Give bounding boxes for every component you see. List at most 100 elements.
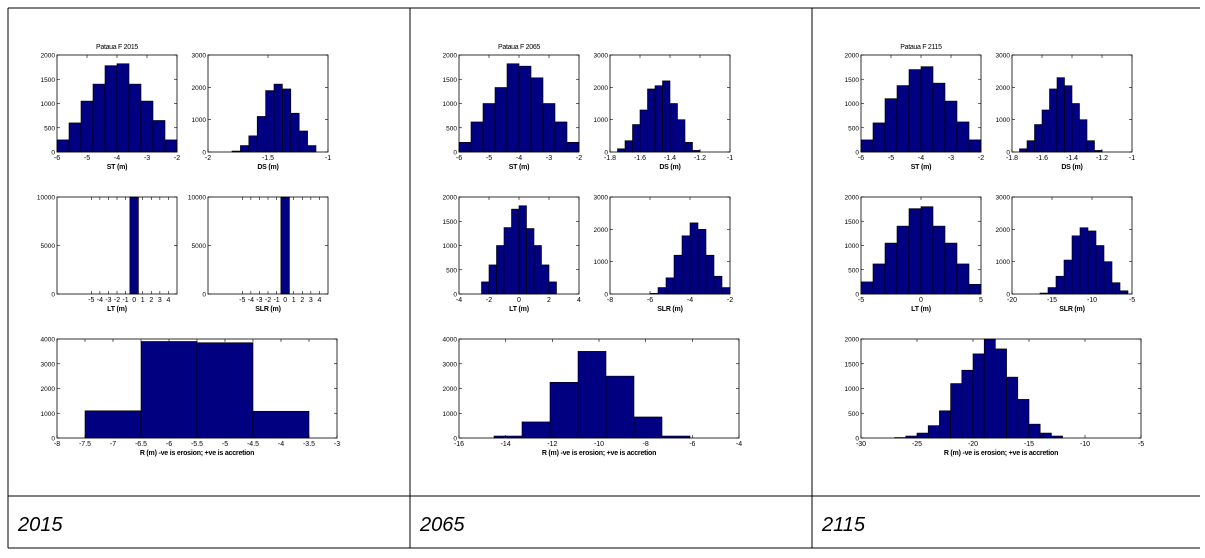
y-tick-label: 1000 (845, 243, 860, 250)
x-axis-label: ST (m) (509, 164, 530, 171)
histogram-bar (640, 110, 648, 152)
histogram-bar (674, 255, 682, 294)
panel-2015: Pataua F 2015-6-5-4-3-20500100015002000S… (17, 44, 340, 536)
histogram-bar (93, 84, 105, 152)
histogram-bar (873, 123, 885, 152)
x-tick-label: -5 (222, 441, 228, 448)
axes-box (57, 197, 177, 294)
histogram-bar (240, 146, 248, 152)
x-tick-label: 0 (132, 297, 136, 304)
histogram-bar (471, 122, 483, 152)
histogram-bar (1018, 399, 1029, 438)
histogram-bar (945, 243, 957, 294)
histogram-bar (299, 131, 307, 152)
histogram-bar (1042, 110, 1050, 152)
histogram-bar (633, 125, 641, 152)
histogram-bar (984, 339, 995, 438)
y-tick-label: 1000 (594, 117, 609, 124)
histogram-bar (928, 426, 939, 438)
y-tick-label: 2000 (443, 53, 458, 60)
y-tick-label: 0 (453, 292, 457, 299)
histogram-bar (873, 264, 885, 294)
histogram-bar (266, 91, 274, 152)
x-tick-label: -5 (1129, 297, 1135, 304)
y-tick-label: 1500 (41, 77, 56, 84)
histogram-bar (504, 228, 512, 294)
y-tick-label: 2000 (845, 195, 860, 202)
histogram-bar (1029, 424, 1040, 438)
x-axis-label: SLR (m) (255, 306, 280, 313)
histogram-bar (939, 411, 950, 438)
histogram-bar (274, 84, 282, 152)
y-tick-label: 3000 (41, 361, 56, 368)
x-tick-label: -15 (1047, 297, 1057, 304)
y-tick-label: 3000 (594, 195, 609, 202)
x-tick-label: -3 (105, 297, 111, 304)
histogram-bar (917, 433, 928, 438)
x-axis-label: LT (m) (107, 306, 127, 313)
x-tick-label: -7 (110, 441, 116, 448)
y-tick-label: 1000 (443, 411, 458, 418)
x-tick-label: -1.6 (1036, 155, 1048, 162)
x-axis-label: DS (m) (659, 164, 680, 171)
histogram-bar (1065, 86, 1073, 152)
x-axis-label: R (m) -ve is erosion; +ve is accretion (140, 450, 254, 457)
x-tick-label: -10 (594, 441, 604, 448)
x-tick-label: -2 (174, 155, 180, 162)
x-tick-label: -1 (273, 297, 279, 304)
x-tick-label: -1 (122, 297, 128, 304)
x-tick-label: -3 (546, 155, 552, 162)
x-tick-label: -2 (265, 297, 271, 304)
histogram-bar (655, 86, 663, 152)
x-tick-label: 2 (149, 297, 153, 304)
histogram-bar (567, 142, 579, 152)
histogram-bar (1096, 246, 1104, 295)
y-tick-label: 4000 (443, 337, 458, 344)
histogram-bar (1087, 141, 1095, 152)
x-tick-label: 2 (547, 297, 551, 304)
y-tick-label: 0 (1006, 292, 1010, 299)
histogram-bar (885, 243, 897, 294)
histogram-bar (483, 104, 495, 153)
histogram-bar (249, 136, 257, 152)
histogram-bar (921, 207, 933, 294)
x-tick-label: -4 (918, 155, 924, 162)
x-axis-label: R (m) -ve is erosion; +ve is accretion (944, 450, 1058, 457)
year-caption: 2115 (821, 514, 866, 536)
histogram-bar (153, 120, 165, 152)
x-tick-label: -5 (84, 155, 90, 162)
y-tick-label: 0 (202, 292, 206, 299)
histogram-bar (555, 122, 567, 152)
x-tick-label: 0 (283, 297, 287, 304)
histogram-bar (706, 255, 714, 294)
histogram-bar (634, 417, 662, 438)
y-tick-label: 10000 (37, 195, 55, 202)
histogram-bar (130, 197, 139, 294)
histogram-bar (141, 341, 197, 438)
x-tick-label: -1.6 (634, 155, 646, 162)
chart-r: -8-7.5-7-6.5-6-5.5-5-4.5-4-3.5-301000200… (41, 337, 341, 458)
y-tick-label: 0 (51, 292, 55, 299)
x-tick-label: -4 (248, 297, 254, 304)
x-tick-label: -5 (888, 155, 894, 162)
histogram-bar (666, 278, 674, 294)
histogram-bar (969, 284, 981, 294)
x-tick-label: -3.5 (303, 441, 315, 448)
histogram-bar (141, 101, 153, 152)
x-tick-label: 3 (309, 297, 313, 304)
y-tick-label: 1500 (845, 219, 860, 226)
y-tick-label: 1000 (443, 243, 458, 250)
histogram-bar (690, 223, 698, 294)
histogram-bar (678, 120, 686, 152)
x-tick-label: -4 (114, 155, 120, 162)
y-tick-label: 0 (855, 292, 859, 299)
x-tick-label: -2 (114, 297, 120, 304)
